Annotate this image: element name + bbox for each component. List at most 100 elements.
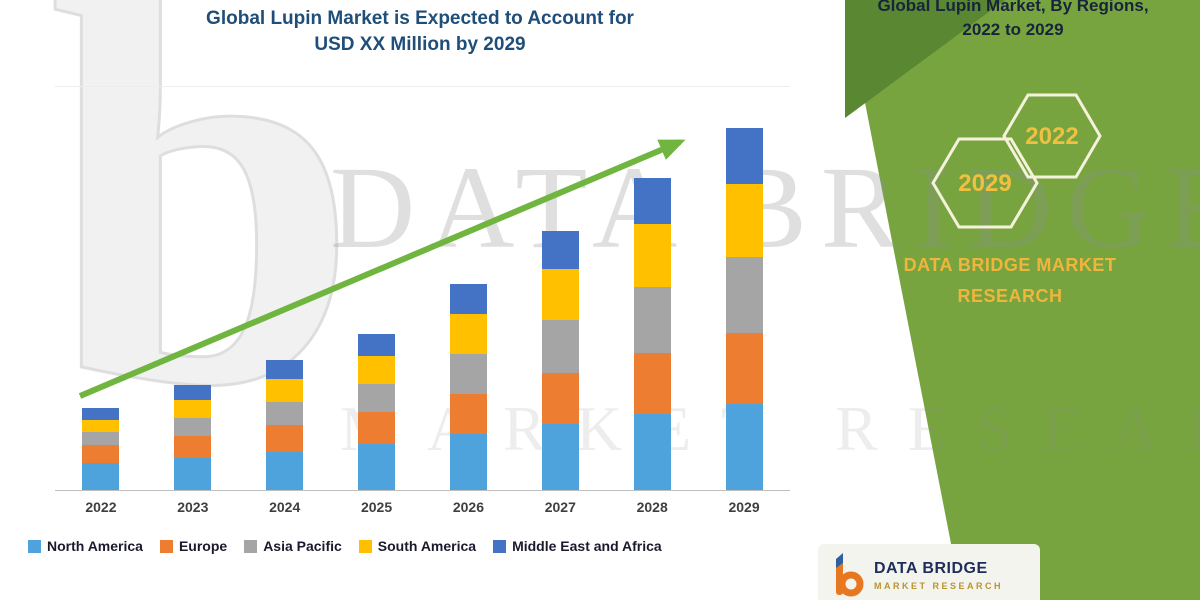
legend-swatch-icon bbox=[244, 539, 258, 553]
x-label-2029: 2029 bbox=[728, 499, 760, 515]
legend-swatch-icon bbox=[28, 539, 41, 553]
legend-item: Middle East and Africa bbox=[493, 538, 662, 554]
legend-label: North America bbox=[47, 538, 143, 554]
legend-swatch-icon bbox=[159, 539, 173, 553]
bar-segment bbox=[633, 224, 671, 287]
bar-segment bbox=[82, 463, 120, 490]
panel-title: Global Lupin Market, By Regions, 2022 to… bbox=[848, 0, 1178, 42]
legend-label: Middle East and Africa bbox=[512, 538, 662, 554]
chart-title-line2: USD XX Million by 2029 bbox=[314, 34, 526, 55]
hexagon-2029 bbox=[931, 137, 1039, 229]
bar-2025 bbox=[331, 85, 423, 490]
bar-segment bbox=[174, 385, 212, 400]
bar-stack-2027 bbox=[541, 231, 579, 490]
bar-segment bbox=[449, 314, 487, 354]
bar-segment bbox=[633, 414, 671, 490]
x-axis-line bbox=[55, 490, 790, 491]
side-panel-fold bbox=[845, 0, 1005, 118]
bar-2023 bbox=[147, 85, 239, 490]
legend-item: South America bbox=[358, 538, 477, 554]
bar-stack-2024 bbox=[266, 360, 304, 490]
panel-brand-line1: DATA BRIDGE MARKET bbox=[903, 255, 1117, 275]
hexagon-badges: 2022 2029 bbox=[931, 93, 1102, 229]
chart-title-line1: Global Lupin Market is Expected to Accou… bbox=[206, 8, 634, 29]
bar-segment bbox=[725, 128, 763, 184]
x-label-2027: 2027 bbox=[544, 499, 576, 515]
footer-brand: DATA BRIDGE bbox=[874, 559, 988, 577]
bar-2026 bbox=[423, 85, 515, 490]
bar-stack-2025 bbox=[358, 334, 396, 490]
panel-title-line2: 2022 to 2029 bbox=[962, 20, 1064, 39]
bar-segment bbox=[633, 353, 671, 414]
bar-segment bbox=[266, 425, 304, 452]
x-axis-labels: 2022 2023 2024 2025 2026 2027 2028 2029 bbox=[55, 499, 790, 515]
bar-chart bbox=[55, 85, 790, 490]
footer-logo: DATA BRIDGE MARKET RESEARCH bbox=[818, 544, 1040, 600]
side-panel-shape bbox=[845, 0, 1200, 600]
bar-segment bbox=[449, 434, 487, 490]
legend-label: Asia Pacific bbox=[263, 538, 342, 554]
legend-swatch-icon bbox=[493, 539, 507, 553]
bar-segment bbox=[174, 458, 212, 490]
bar-segment bbox=[266, 360, 304, 379]
legend-swatch-icon bbox=[358, 539, 372, 553]
bar-segment bbox=[541, 269, 579, 320]
bar-segment bbox=[82, 408, 120, 420]
bar-2024 bbox=[239, 85, 331, 490]
bar-segment bbox=[82, 420, 120, 432]
footer-logo-text: DATA BRIDGE MARKET RESEARCH bbox=[874, 560, 1003, 591]
bar-segment bbox=[82, 445, 120, 463]
panel-brand-text: DATA BRIDGE MARKET RESEARCH bbox=[860, 250, 1160, 312]
x-label-2023: 2023 bbox=[177, 499, 209, 515]
bar-2028 bbox=[606, 85, 698, 490]
footer-brand-sub: MARKET RESEARCH bbox=[874, 580, 1004, 591]
x-label-2028: 2028 bbox=[636, 499, 668, 515]
x-label-2025: 2025 bbox=[360, 499, 393, 515]
bar-segment bbox=[82, 432, 120, 445]
bar-2027 bbox=[514, 85, 606, 490]
bar-segment bbox=[174, 418, 212, 436]
bar-segment bbox=[633, 287, 671, 353]
bar-segment bbox=[358, 384, 396, 412]
bar-segment bbox=[358, 334, 396, 356]
chart-title: Global Lupin Market is Expected to Accou… bbox=[60, 6, 780, 58]
bar-segment bbox=[358, 444, 396, 490]
x-label-2022: 2022 bbox=[85, 499, 117, 515]
legend-item: Asia Pacific bbox=[244, 538, 342, 554]
bar-2022 bbox=[55, 85, 147, 490]
x-label-2026: 2026 bbox=[452, 499, 485, 515]
legend-label: Europe bbox=[178, 538, 228, 554]
bar-segment bbox=[541, 231, 579, 269]
bar-segment bbox=[266, 379, 304, 402]
legend-item: Europe bbox=[159, 538, 228, 554]
legend-item: North America bbox=[28, 538, 143, 554]
plot-top-gridline bbox=[55, 86, 790, 87]
bar-segment bbox=[449, 284, 487, 314]
bar-segment bbox=[174, 436, 212, 458]
bar-segment bbox=[541, 424, 579, 490]
panel-title-line1: Global Lupin Market, By Regions, bbox=[877, 0, 1149, 15]
bar-segment bbox=[449, 354, 487, 394]
bar-segment bbox=[725, 184, 763, 257]
bar-segment bbox=[358, 356, 396, 384]
bar-segment bbox=[174, 400, 212, 418]
bar-2029 bbox=[698, 85, 790, 490]
hexagon-2022-label: 2022 bbox=[1025, 123, 1078, 150]
bar-segment bbox=[266, 452, 304, 490]
bar-segment bbox=[633, 178, 671, 224]
bar-segment bbox=[266, 402, 304, 425]
hexagon-2022 bbox=[1002, 93, 1102, 179]
bar-segment bbox=[449, 394, 487, 434]
bar-segment bbox=[541, 320, 579, 373]
chart-legend: North America Europe Asia Pacific South Ame… bbox=[28, 538, 788, 554]
bar-segment bbox=[725, 257, 763, 333]
bar-segment bbox=[725, 333, 763, 404]
bar-stack-2022 bbox=[82, 408, 120, 490]
databridge-b-icon bbox=[836, 553, 864, 597]
legend-label: South America bbox=[377, 538, 477, 554]
bar-segment bbox=[541, 373, 579, 424]
panel-brand-line2: RESEARCH bbox=[957, 286, 1063, 306]
bar-stack-2023 bbox=[174, 385, 212, 490]
